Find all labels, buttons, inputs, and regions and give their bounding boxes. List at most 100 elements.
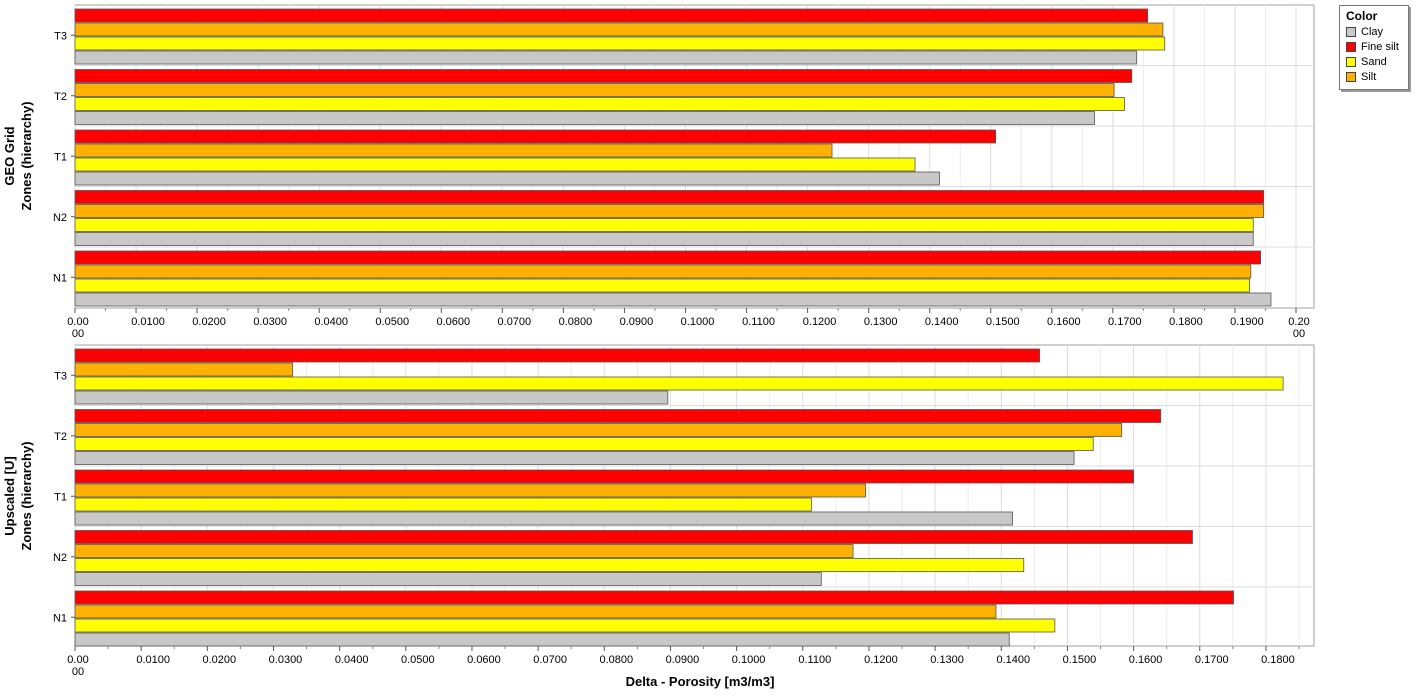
bar-sand-n1 xyxy=(74,278,1251,293)
x-tick-label: 0.1800 xyxy=(1169,316,1203,328)
bar-clay-t2 xyxy=(74,451,1075,465)
x-tick-label: 0.0800 xyxy=(599,654,633,666)
x-tick-label-line: 0.0900 xyxy=(666,654,700,666)
upscaled-panel: T3 T2 T1 N2 N1 0.00 00 0.0100 0.0200 0.0300 0.0400… xyxy=(2,344,1315,678)
x-tick-label-line: 0.20 xyxy=(1288,316,1309,328)
x-tick-label-line: 0.1200 xyxy=(864,654,898,666)
bar-fine-silt-t1 xyxy=(74,469,1134,484)
bar-sand-n2 xyxy=(74,558,1025,572)
x-tick-label-line: 0.1000 xyxy=(732,654,766,666)
x-tick-label-line: 0.0800 xyxy=(599,654,633,666)
x-tick-label-line: 0.0700 xyxy=(533,654,567,666)
bar-silt-t1 xyxy=(74,143,833,158)
x-tick-label: 0.0400 xyxy=(335,654,369,666)
x-tick-label: 0.0500 xyxy=(401,654,435,666)
bar-fine-silt-n1 xyxy=(74,250,1261,265)
x-tick-label: 0.0800 xyxy=(559,316,593,328)
x-tick-label-line: 0.0900 xyxy=(620,316,654,328)
y-tick-label: T2 xyxy=(54,431,67,443)
x-tick-label: 0.1800 xyxy=(1261,654,1295,666)
x-tick-label: 0.1900 xyxy=(1230,316,1264,328)
y-tick-label: T1 xyxy=(54,151,67,163)
x-tick-label-line: 0.0200 xyxy=(192,316,226,328)
y-axis-title: GEO Grid xyxy=(2,126,17,185)
x-axis-title: Delta - Porosity [m3/m3] xyxy=(626,674,775,689)
x-tick-label: 0.1200 xyxy=(803,316,837,328)
bar-silt-t3 xyxy=(74,22,1164,37)
x-tick-label-line: 0.1900 xyxy=(1230,316,1264,328)
x-tick-label-line: 0.0600 xyxy=(436,316,470,328)
legend: Color Clay Fine silt Sand Silt xyxy=(1339,5,1409,90)
x-tick-label: 0.0700 xyxy=(498,316,532,328)
x-tick-label: 0.0900 xyxy=(666,654,700,666)
bar-fine-silt-t2 xyxy=(74,409,1162,423)
bar-clay-n1 xyxy=(74,632,1010,647)
x-tick-label: 0.1300 xyxy=(864,316,898,328)
x-tick-label-line: 0.1100 xyxy=(742,316,775,328)
y-axis-title: Zones (hierarchy) xyxy=(19,441,34,550)
y-tick-label: N2 xyxy=(53,552,67,564)
bar-fine-silt-t3 xyxy=(74,8,1149,23)
x-tick-label-line: 0.00 xyxy=(67,316,88,328)
legend-swatch-clay xyxy=(1346,26,1356,37)
x-tick-label: 0.1400 xyxy=(996,654,1030,666)
x-tick-label: 0.1700 xyxy=(1195,654,1229,666)
x-tick-label: 0.0100 xyxy=(131,316,165,328)
x-tick-label: 0.0100 xyxy=(136,654,170,666)
bar-fine-silt-t2 xyxy=(74,69,1133,83)
bar-sand-n2 xyxy=(74,218,1254,232)
x-tick-label: 0.20 00 xyxy=(1288,316,1309,340)
x-tick-label-line: 0.0100 xyxy=(136,654,170,666)
y-tick-label: N1 xyxy=(53,272,67,284)
x-tick-label: 0.0700 xyxy=(533,654,567,666)
x-tick-label-line: 0.1000 xyxy=(681,316,715,328)
bar-silt-t1 xyxy=(74,483,867,498)
x-tick-label: 0.1100 xyxy=(798,654,831,666)
bar-fine-silt-t1 xyxy=(74,129,997,144)
x-tick-label: 0.1400 xyxy=(925,316,959,328)
x-tick-label: 0.0200 xyxy=(192,316,226,328)
x-tick-label: 0.0300 xyxy=(253,316,287,328)
x-tick-label-line: 0.0600 xyxy=(467,654,501,666)
bar-silt-t2 xyxy=(74,83,1115,97)
x-tick-label: 0.0400 xyxy=(314,316,348,328)
bar-clay-n1 xyxy=(74,292,1272,307)
bar-sand-n1 xyxy=(74,618,1056,633)
x-tick-label: 0.1200 xyxy=(864,654,898,666)
y-tick-label: T3 xyxy=(54,30,67,42)
bar-silt-n2 xyxy=(74,204,1265,218)
bar-clay-n2 xyxy=(74,232,1254,246)
x-tick-label-line: 0.1300 xyxy=(930,654,964,666)
x-tick-label-line: 0.1500 xyxy=(1063,654,1097,666)
bar-sand-t3 xyxy=(74,376,1284,391)
legend-label: Silt xyxy=(1361,70,1377,83)
y-tick-label: N1 xyxy=(53,612,67,624)
bar-clay-t2 xyxy=(74,111,1095,125)
x-tick-label-line: 0.0300 xyxy=(269,654,303,666)
x-tick-label-line: 0.0700 xyxy=(498,316,532,328)
x-tick-label-line: 0.0200 xyxy=(202,654,236,666)
legend-swatch-silt xyxy=(1346,71,1356,82)
x-tick-label: 0.0600 xyxy=(436,316,470,328)
bar-fine-silt-n2 xyxy=(74,190,1265,204)
bar-sand-t2 xyxy=(74,437,1094,451)
bar-clay-t1 xyxy=(74,171,940,186)
x-tick-label-line: 0.1300 xyxy=(864,316,898,328)
legend-swatch-fine-silt xyxy=(1346,41,1356,52)
legend-label: Fine silt xyxy=(1361,40,1399,53)
x-tick-label-line: 0.0400 xyxy=(335,654,369,666)
x-tick-label-line: 00 xyxy=(72,666,84,678)
x-tick-label-line: 0.0800 xyxy=(559,316,593,328)
x-tick-label: 0.1500 xyxy=(986,316,1020,328)
y-axis-title: Zones (hierarchy) xyxy=(19,101,34,210)
x-tick-label-line: 0.1100 xyxy=(798,654,831,666)
y-axis-title: Upscaled [U] xyxy=(2,456,17,535)
x-tick-label-line: 0.1400 xyxy=(925,316,959,328)
x-tick-label-line: 0.1400 xyxy=(996,654,1030,666)
legend-item-fine-silt: Fine silt xyxy=(1346,39,1408,54)
bar-fine-silt-n1 xyxy=(74,590,1234,605)
bar-sand-t1 xyxy=(74,157,916,172)
x-tick-label-line: 0.1800 xyxy=(1169,316,1203,328)
